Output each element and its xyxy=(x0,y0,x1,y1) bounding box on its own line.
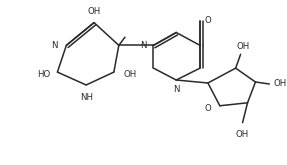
Text: OH: OH xyxy=(123,70,136,79)
Text: OH: OH xyxy=(236,130,249,139)
Text: O: O xyxy=(205,16,211,25)
Text: HO: HO xyxy=(37,70,50,79)
Text: N: N xyxy=(173,85,179,94)
Text: N: N xyxy=(140,41,147,50)
Text: N: N xyxy=(51,41,58,50)
Text: NH: NH xyxy=(80,93,93,102)
Text: OH: OH xyxy=(274,80,287,88)
Text: O: O xyxy=(205,104,211,113)
Text: OH: OH xyxy=(88,7,101,16)
Text: OH: OH xyxy=(237,42,250,51)
